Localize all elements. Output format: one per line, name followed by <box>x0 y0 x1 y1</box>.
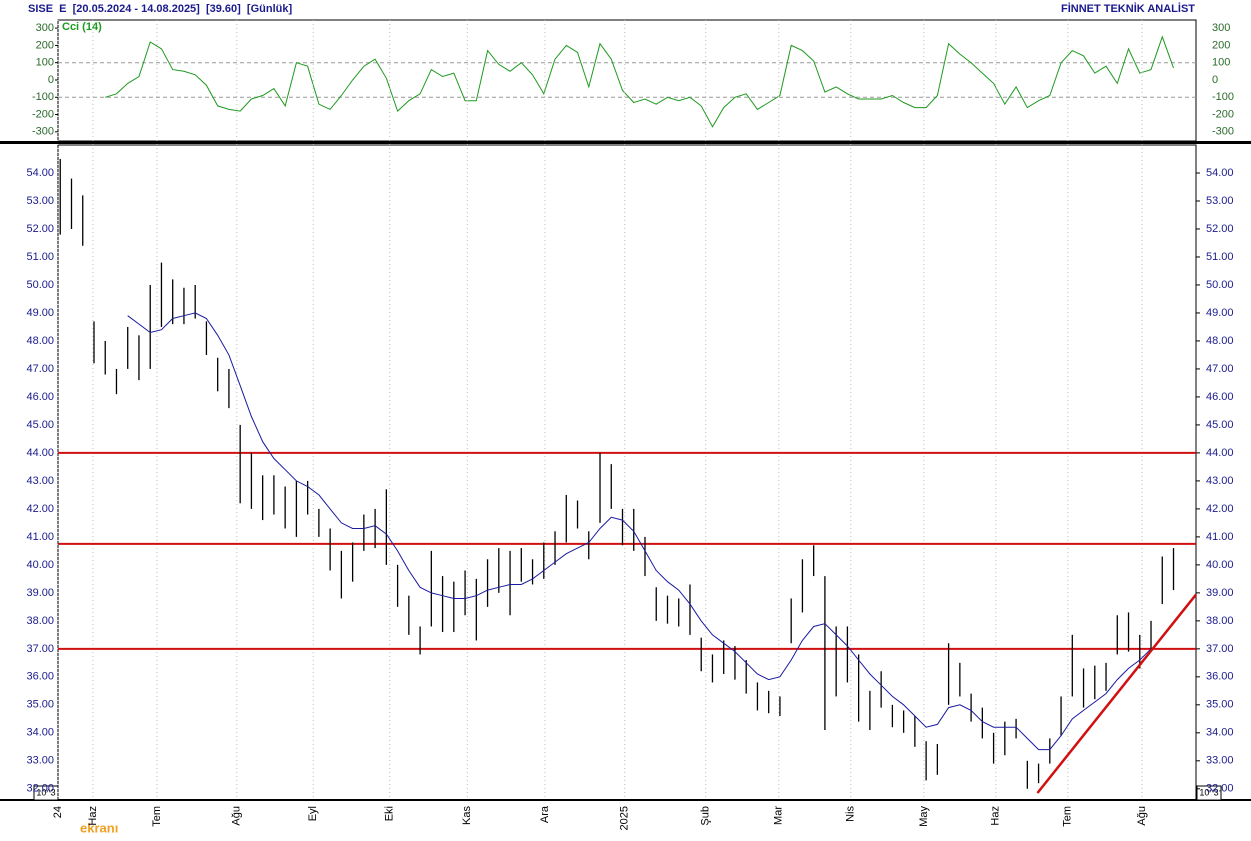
header-brand: FİNNET TEKNİK ANALİST <box>1061 2 1195 15</box>
x-tick-label: Haz <box>990 806 1002 826</box>
y-tick-label: 32.00 <box>26 783 54 795</box>
y-tick-label: 50.00 <box>26 279 54 291</box>
y-tick-label: 46.00 <box>1206 391 1234 403</box>
y-tick-label: 49.00 <box>26 307 54 319</box>
moving-average <box>127 312 1152 751</box>
y-tick-label: 41.00 <box>1206 531 1234 543</box>
y-tick-label: 38.00 <box>26 615 54 627</box>
trend-line <box>1036 593 1197 794</box>
y-tick-label: 35.00 <box>26 699 54 711</box>
x-tick-label: Mar <box>773 806 785 825</box>
x-tick-label: May <box>918 806 930 827</box>
y-tick-label: 54.00 <box>26 167 54 179</box>
x-tick-label: Tem <box>151 806 163 827</box>
x-tick-label: 24 <box>52 806 64 818</box>
cci-title: Cci (14) <box>62 21 102 33</box>
y-tick-label: 300 <box>36 22 54 34</box>
y-tick-label: -100 <box>1212 91 1234 103</box>
y-tick-label: 42.00 <box>26 503 54 515</box>
y-tick-label: 37.00 <box>26 643 54 655</box>
y-tick-label: 41.00 <box>26 531 54 543</box>
y-tick-label: 45.00 <box>26 419 54 431</box>
x-tick-label: Eyl <box>307 806 319 821</box>
y-tick-label: 51.00 <box>1206 251 1234 263</box>
x-tick-label: 2025 <box>619 806 631 830</box>
y-tick-label: 34.00 <box>1206 727 1234 739</box>
y-tick-label: -300 <box>32 126 54 138</box>
y-tick-label: -300 <box>1212 126 1234 138</box>
y-tick-label: 44.00 <box>1206 447 1234 459</box>
y-tick-label: -100 <box>32 91 54 103</box>
y-tick-label: 43.00 <box>1206 475 1234 487</box>
y-tick-label: 33.00 <box>1206 755 1234 767</box>
y-tick-label: 36.00 <box>26 671 54 683</box>
x-tick-label: Eki <box>384 806 396 821</box>
y-tick-label: 43.00 <box>26 475 54 487</box>
x-tick-label: Şub <box>700 806 712 826</box>
y-tick-label: 51.00 <box>26 251 54 263</box>
y-tick-label: 52.00 <box>26 223 54 235</box>
y-tick-label: 100 <box>1212 57 1230 69</box>
y-tick-label: 34.00 <box>26 727 54 739</box>
y-tick-label: 36.00 <box>1206 671 1234 683</box>
y-tick-label: 42.00 <box>1206 503 1234 515</box>
y-tick-label: 48.00 <box>1206 335 1234 347</box>
y-tick-label: 38.00 <box>1206 615 1234 627</box>
scale-box <box>1196 785 1222 801</box>
x-tick-label: Ağu <box>231 806 243 826</box>
x-tick-label: Ağu <box>1136 806 1148 826</box>
y-tick-label: 300 <box>1212 22 1230 34</box>
y-tick-label: 0 <box>48 74 54 86</box>
y-tick-label: 200 <box>36 39 54 51</box>
y-tick-label: 44.00 <box>26 447 54 459</box>
x-tick-label: Nis <box>845 806 857 822</box>
y-tick-label: 53.00 <box>1206 195 1234 207</box>
y-tick-label: 46.00 <box>26 391 54 403</box>
header-title: SISE E [20.05.2024 - 14.08.2025] [39.60]… <box>28 3 292 15</box>
y-tick-label: 47.00 <box>26 363 54 375</box>
y-tick-label: 52.00 <box>1206 223 1234 235</box>
y-tick-label: 40.00 <box>1206 559 1234 571</box>
y-tick-label: 200 <box>1212 39 1230 51</box>
y-tick-label: 32.00 <box>1206 783 1234 795</box>
x-tick-label: Kas <box>461 806 473 825</box>
y-tick-label: 33.00 <box>26 755 54 767</box>
y-tick-label: 100 <box>36 57 54 69</box>
y-tick-label: 0 <box>1212 74 1218 86</box>
y-tick-label: 53.00 <box>26 195 54 207</box>
y-tick-label: 54.00 <box>1206 167 1234 179</box>
cci-line <box>105 35 1174 128</box>
y-tick-label: 37.00 <box>1206 643 1234 655</box>
y-tick-label: 39.00 <box>26 587 54 599</box>
y-tick-label: 47.00 <box>1206 363 1234 375</box>
y-tick-label: 48.00 <box>26 335 54 347</box>
scale-label: 10^3 <box>1199 787 1218 797</box>
y-tick-label: 35.00 <box>1206 699 1234 711</box>
watermark: ekranı <box>80 820 118 835</box>
scale-label: 10^3 <box>36 787 55 797</box>
y-tick-label: -200 <box>32 108 54 120</box>
x-tick-label: Haz <box>87 806 99 826</box>
x-tick-label: Ara <box>539 805 551 823</box>
x-tick-label: Tem <box>1062 806 1074 827</box>
y-tick-label: 49.00 <box>1206 307 1234 319</box>
y-tick-label: 39.00 <box>1206 587 1234 599</box>
y-tick-label: 40.00 <box>26 559 54 571</box>
y-tick-label: 50.00 <box>1206 279 1234 291</box>
y-tick-label: 45.00 <box>1206 419 1234 431</box>
y-tick-label: -200 <box>1212 108 1234 120</box>
